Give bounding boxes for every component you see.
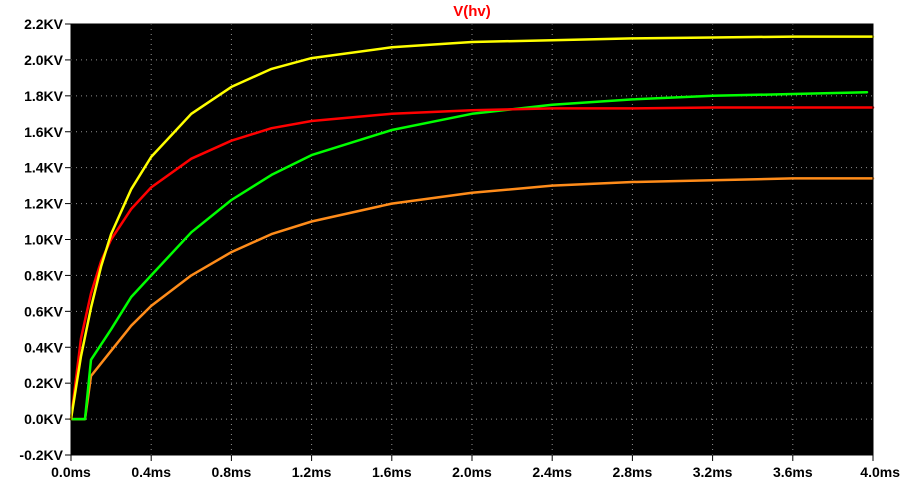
y-tick-label: 0.0KV [24, 411, 64, 427]
y-tick-label: 0.6KV [24, 303, 64, 319]
x-tick-label: 1.6ms [372, 464, 412, 480]
series-orange-line [69, 177, 875, 421]
y-tick-label: -0.2KV [19, 447, 63, 463]
x-tick-label: 3.2ms [693, 464, 733, 480]
x-tick-label: 0.8ms [212, 464, 252, 480]
axis-ticks [65, 23, 874, 461]
x-tick-label: 0.4ms [131, 464, 171, 480]
y-tick-label: 2.0KV [24, 52, 64, 68]
x-axis-labels: 0.0ms 0.4ms 0.8ms 1.2ms 1.6ms 2.0ms 2.4ms 2.8ms… [51, 464, 900, 480]
y-tick-label: 1.8KV [24, 88, 64, 104]
series-layer [69, 35, 875, 421]
x-tick-label: 2.0ms [452, 464, 492, 480]
series-green-line [69, 90, 869, 421]
x-tick-label: 2.8ms [613, 464, 653, 480]
x-tick-label: 1.2ms [292, 464, 332, 480]
y-tick-label: 0.4KV [24, 339, 64, 355]
x-tick-label: 4.0ms [860, 464, 900, 480]
y-tick-label: 0.2KV [24, 375, 64, 391]
y-tick-label: 1.6KV [24, 124, 64, 140]
x-tick-label: 3.6ms [773, 464, 813, 480]
y-axis-labels: 2.2KV 2.0KV 1.8KV 1.6KV 1.4KV 1.2KV 1.0KV 0.8KV… [19, 16, 63, 463]
y-tick-label: 1.4KV [24, 160, 64, 176]
series-red-line [69, 106, 875, 421]
y-tick-label: 1.0KV [24, 232, 64, 248]
y-tick-label: 1.2KV [24, 196, 64, 212]
y-tick-label: 2.2KV [24, 16, 64, 32]
series-yellow-line [69, 35, 875, 421]
x-tick-label: 2.4ms [532, 464, 572, 480]
x-tick-label: 0.0ms [51, 464, 91, 480]
chart-title: V(hv) [453, 3, 491, 20]
y-tick-label: 0.8KV [24, 267, 64, 283]
